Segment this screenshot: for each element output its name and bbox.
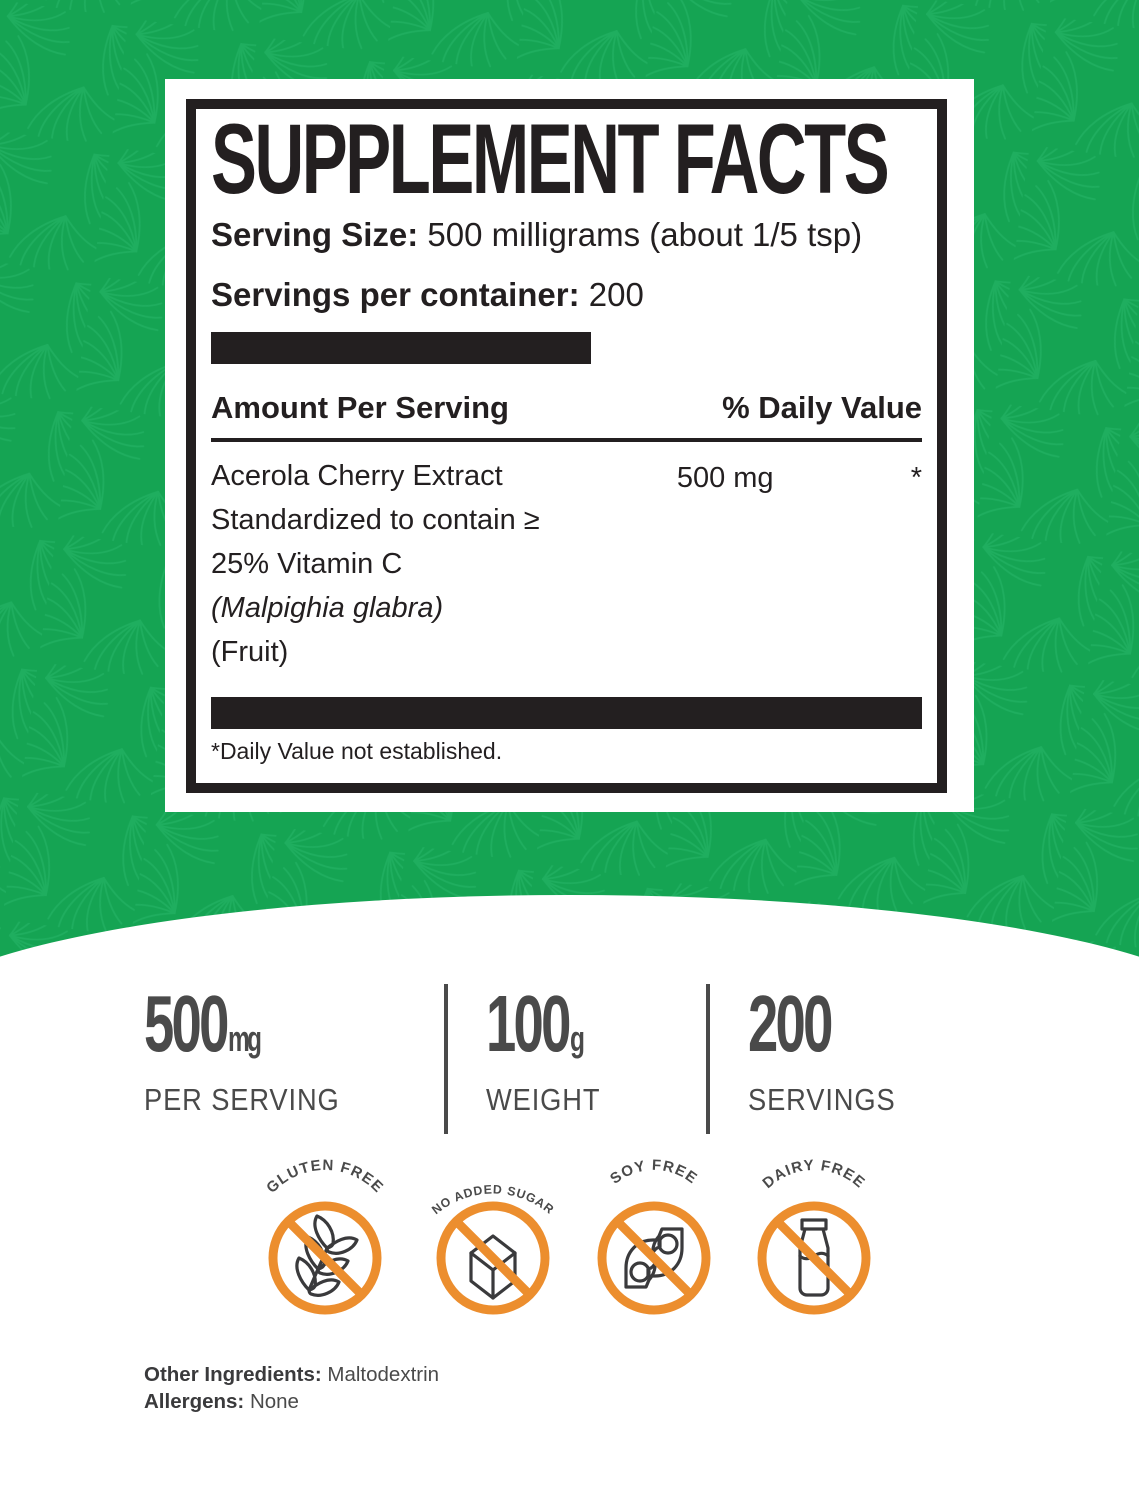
svg-text:NO ADDED SUGAR: NO ADDED SUGAR [429, 1182, 557, 1217]
svg-text:GLUTEN FREE: GLUTEN FREE [263, 1157, 387, 1197]
svg-text:SOY FREE: SOY FREE [607, 1157, 701, 1188]
svg-text:DAIRY FREE: DAIRY FREE [759, 1157, 868, 1192]
